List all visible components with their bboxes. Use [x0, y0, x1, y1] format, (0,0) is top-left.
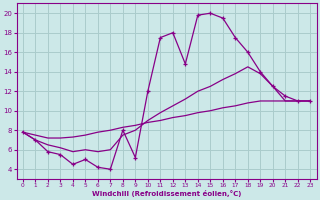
- X-axis label: Windchill (Refroidissement éolien,°C): Windchill (Refroidissement éolien,°C): [92, 190, 241, 197]
